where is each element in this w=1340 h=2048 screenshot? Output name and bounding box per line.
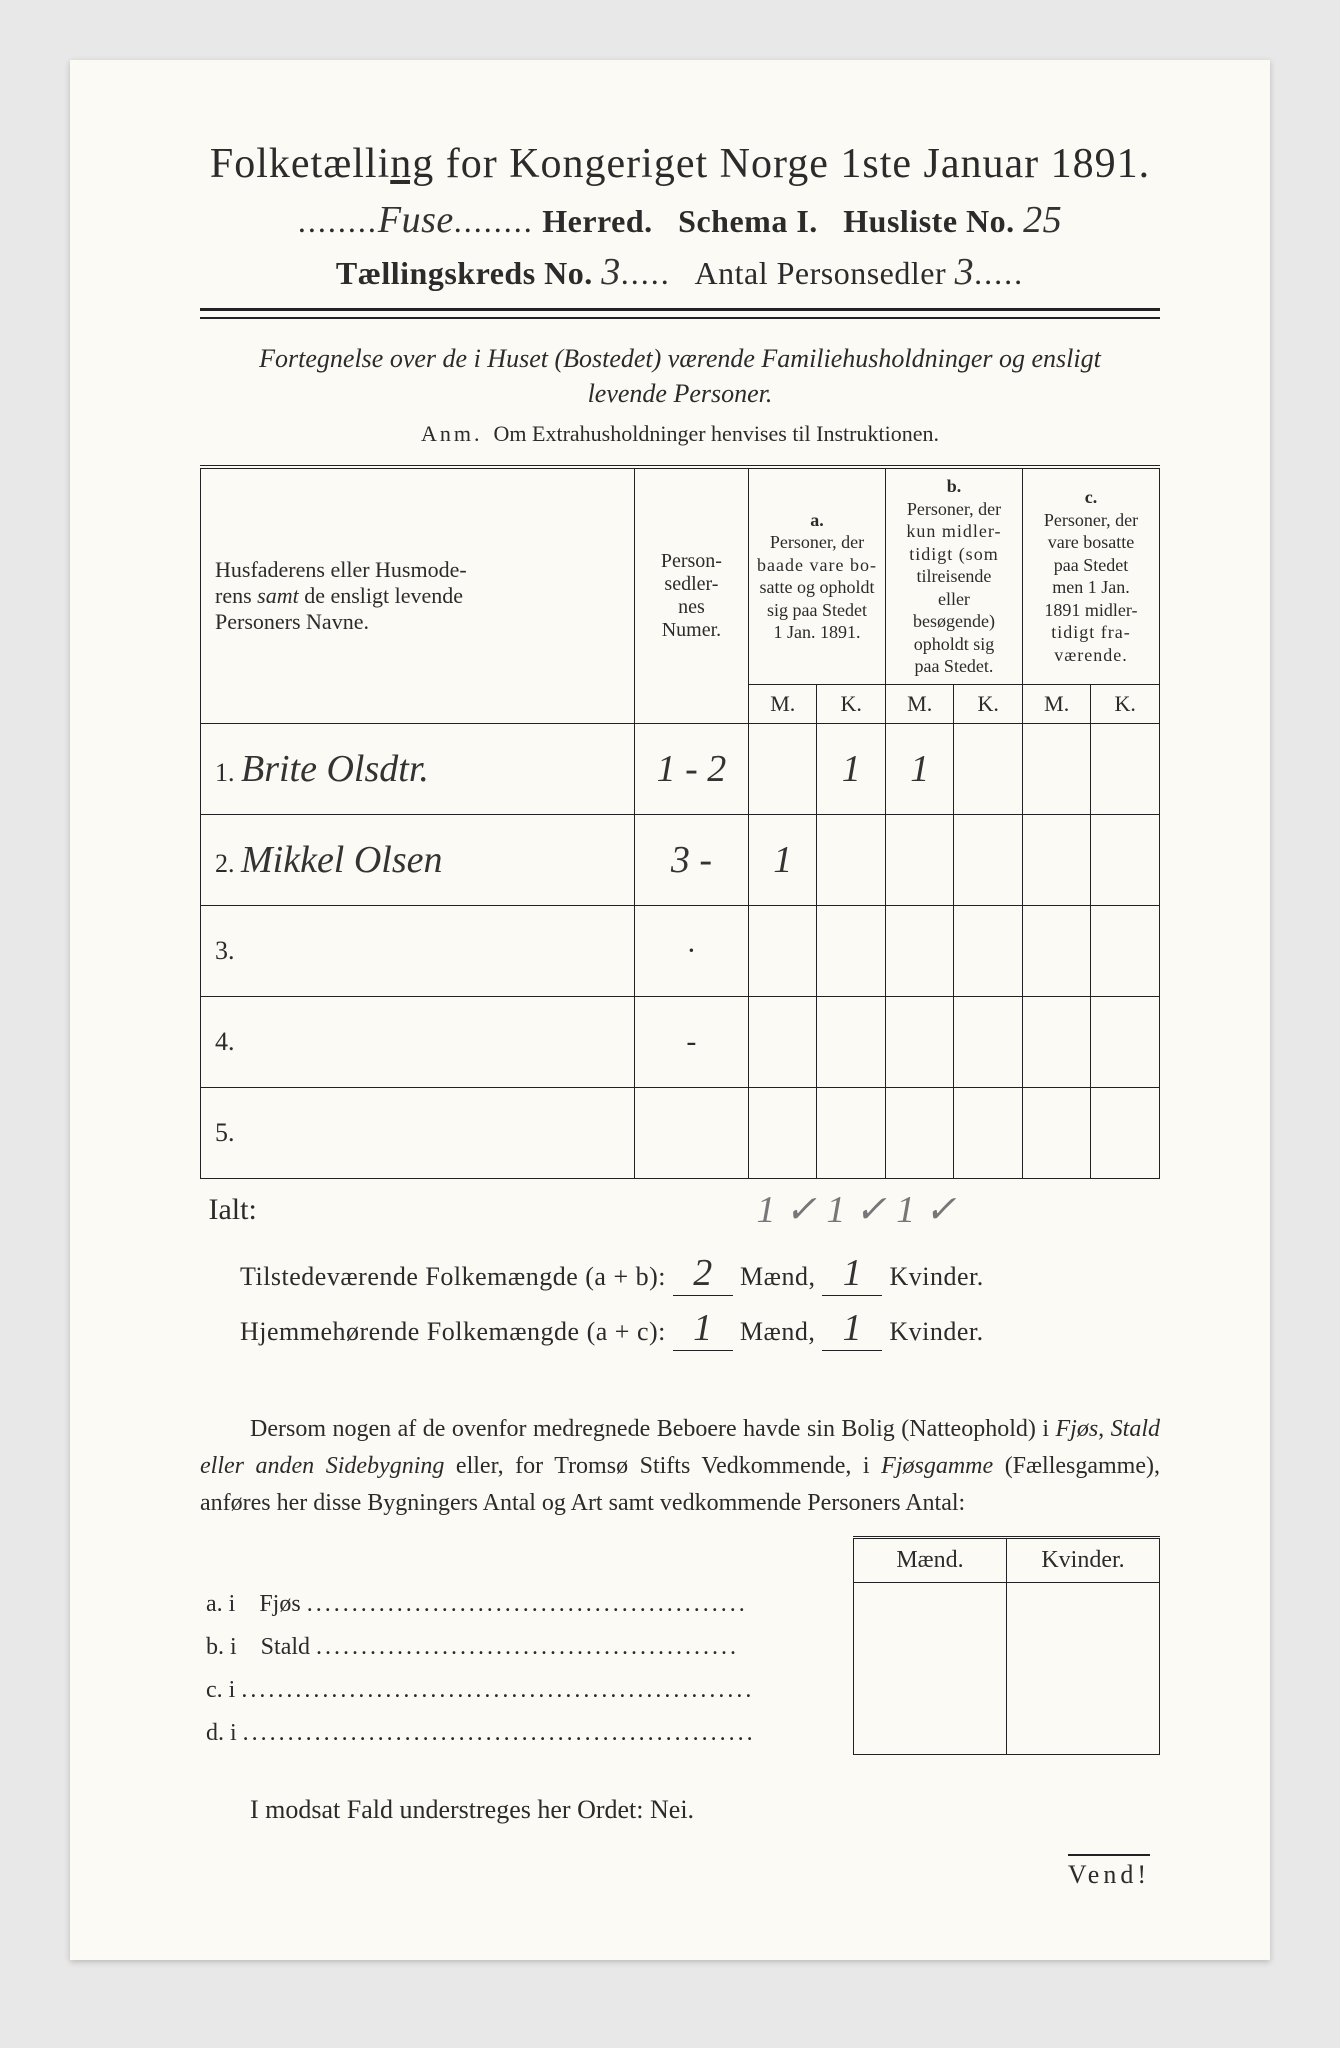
title-pre: Folketælli [210,141,390,187]
antal-no-handwritten: 3 [955,250,975,294]
sum-hjemme: Hjemmehørende Folkemængde (a + c): 1 Mæn… [200,1306,1160,1351]
table-row: 1. Brite Olsdtr. 1 - 2 1 1 [201,723,1160,814]
col-c-m: M. [1022,684,1090,723]
dots: ..... [621,255,671,291]
tilst-m-hand: 2 [673,1251,733,1296]
divider-double [200,308,1160,319]
col-head-personsedler: Person- sedler- nes Numer. [634,467,748,723]
row-pnum-hand: 1 - 2 [657,747,727,791]
anm-text: Om Extrahusholdninger henvises til Instr… [494,421,939,446]
table-row: 3. · [201,905,1160,996]
sum-tilstede: Tilstedeværende Folkemængde (a + b): 2 M… [200,1251,1160,1296]
page-title: Folketælling for Kongeriget Norge 1ste J… [200,140,1160,188]
dots-right: ........ [454,203,534,239]
census-form-page: Folketælling for Kongeriget Norge 1ste J… [70,60,1270,1960]
husliste-label: Husliste No. [843,203,1014,239]
table-row: 4. - [201,996,1160,1087]
row-name-hand: Mikkel Olsen [241,838,443,882]
tilst-k-hand: 1 [822,1251,882,1296]
col-head-names: Husfaderens eller Husmode- rens samt de … [201,467,635,723]
nei-line: I modsat Fald understreges her Ordet: Ne… [200,1795,1160,1825]
table-row: 2. Mikkel Olsen 3 - 1 [201,814,1160,905]
vend-label: Vend! [1068,1854,1150,1890]
side-col-kvinder: Kvinder. [1007,1538,1160,1583]
col-c-k: K. [1091,684,1160,723]
side-building-table: Mænd. Kvinder. a. i Fjøs ...............… [200,1536,1160,1755]
col-a-m: M. [749,684,817,723]
col-b-k: K. [954,684,1022,723]
ialt-hand: 1 ✓ 1 ✓ 1 ✓ [757,1187,957,1232]
subheading: Fortegnelse over de i Huset (Bostedet) v… [240,341,1120,411]
title-post: for Kongeriget Norge 1ste Januar 1891. [434,141,1150,187]
table-ialt-row: Ialt: 1 ✓ 1 ✓ 1 ✓ [201,1178,1160,1241]
kreds-no-handwritten: 3 [601,250,621,294]
antal-label: Antal Personsedler [694,255,946,291]
col-a-k: K. [817,684,885,723]
herred-handwritten: Fuse [378,198,454,242]
col-head-c: c. Personer, der vare bosatte paa Stedet… [1022,467,1159,684]
header-line-2: ........Fuse........ Herred. Schema I. H… [200,198,1160,242]
header-line-3: Tællingskreds No. 3..... Antal Personsed… [200,250,1160,294]
side-row: c. i ...................................… [200,1669,1160,1712]
anm-label: Anm. [421,421,483,446]
side-col-maend: Mænd. [854,1538,1007,1583]
table-body: 1. Brite Olsdtr. 1 - 2 1 1 2. Mikkel Ols… [201,723,1160,1241]
annotation-line: Anm. Om Extrahusholdninger henvises til … [200,421,1160,447]
herred-label: Herred. [542,203,652,239]
hjem-m-hand: 1 [673,1306,733,1351]
row-name-hand: Brite Olsdtr. [241,747,429,791]
col-head-a: a. Personer, der baade vare bo- satte og… [749,467,886,684]
title-underlined: ng [390,141,434,187]
col-head-b: b. Personer, der kun midler- tidigt (som… [885,467,1022,684]
paragraph-dersom: Dersom nogen af de ovenfor medregnede Be… [200,1411,1160,1523]
main-table: Husfaderens eller Husmode- rens samt de … [200,465,1160,1241]
side-row: b. i Stald .............................… [200,1626,1160,1669]
dots-left: ........ [298,203,378,239]
schema-label: Schema I. [678,203,818,239]
side-row: a. i Fjøs ..............................… [200,1583,1160,1626]
kreds-label: Tællingskreds No. [336,255,593,291]
col-b-m: M. [885,684,953,723]
table-row: 5. [201,1087,1160,1178]
husliste-no-handwritten: 25 [1023,198,1062,242]
dots: ..... [974,255,1024,291]
hjem-k-hand: 1 [822,1306,882,1351]
side-row: d. i ...................................… [200,1712,1160,1755]
